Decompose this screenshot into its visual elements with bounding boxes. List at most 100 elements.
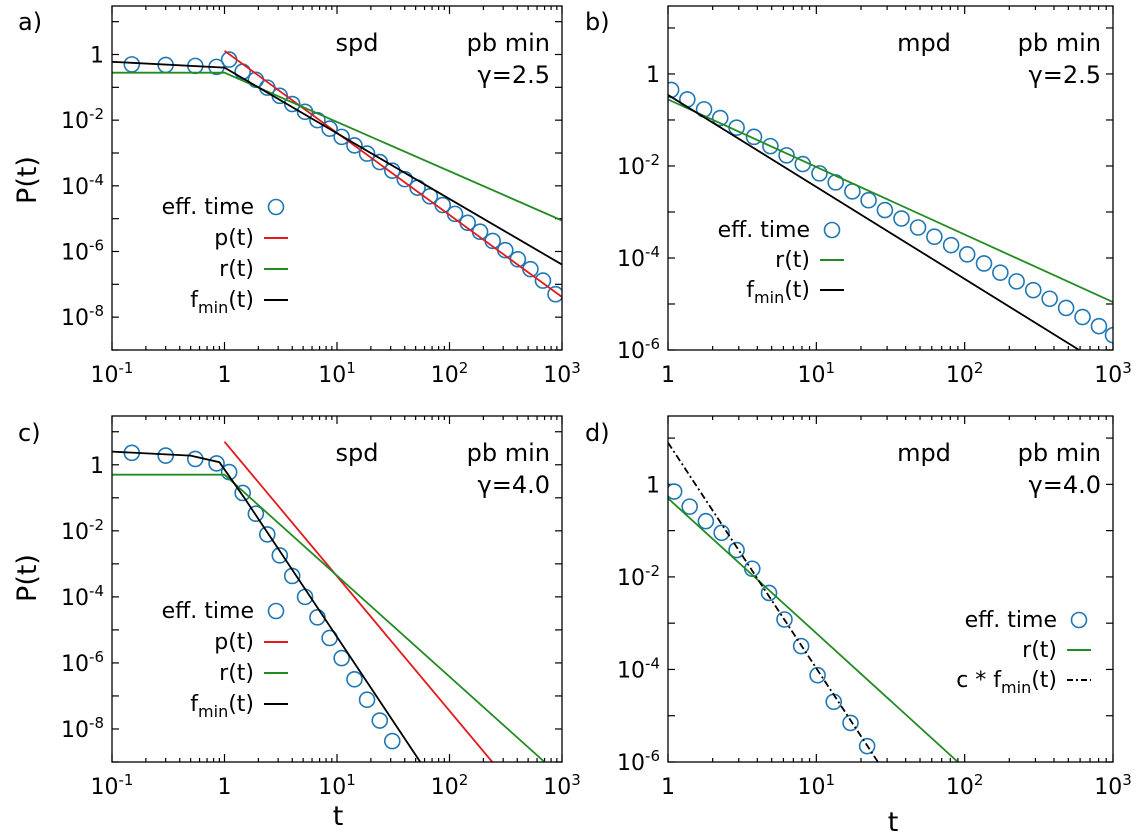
y-tick-label: 10-6 <box>61 648 104 677</box>
data-point <box>809 666 826 684</box>
data-point <box>247 505 265 523</box>
data-point <box>909 219 927 236</box>
data-point <box>271 547 289 564</box>
x-tick-label: 1 <box>661 775 675 800</box>
series-line <box>223 50 562 298</box>
x-axis-label-right: t <box>888 807 899 835</box>
data-point <box>371 712 389 729</box>
data-point <box>681 498 698 515</box>
x-tick-label: 102 <box>431 359 469 388</box>
chart-panel-4: d) 1 101 102 103 1 10-2 10-4 10-6 mpd pb min γ=4.0 e… <box>585 415 1132 800</box>
data-point <box>186 450 204 468</box>
y-tick-label: 10-4 <box>617 654 660 683</box>
x-tick-label: 101 <box>318 771 356 800</box>
data-point <box>778 147 795 164</box>
plot-area <box>112 441 546 762</box>
series-line <box>112 450 422 762</box>
plot-area <box>668 81 1113 350</box>
annotation-pb-min: pb min <box>467 439 550 467</box>
data-point <box>1041 290 1058 308</box>
legend-label: eff. time <box>965 608 1057 633</box>
series-line <box>668 98 1113 303</box>
legend-label: r(t) <box>219 661 254 686</box>
data-point <box>992 264 1009 281</box>
y-tick-label: 1 <box>646 63 660 88</box>
data-point <box>1057 299 1075 317</box>
data-point <box>811 165 828 182</box>
x-axis-label-left: t <box>333 801 344 832</box>
data-point <box>234 63 251 80</box>
y-tick-label: 10-2 <box>617 151 660 180</box>
x-tick-label: 1 <box>218 363 232 388</box>
data-point <box>333 649 350 667</box>
annotation-pb-min: pb min <box>467 29 550 57</box>
data-point <box>860 191 877 209</box>
series-line <box>668 442 880 762</box>
data-point <box>942 236 960 254</box>
data-point <box>842 714 859 732</box>
data-point <box>713 524 730 542</box>
legend: eff. time p(t) r(t) fmin(t) <box>162 599 288 721</box>
y-tick-label: 10-8 <box>61 714 104 743</box>
legend-label: fmin(t) <box>746 278 810 307</box>
x-tick-label: 103 <box>1094 771 1132 800</box>
data-point <box>1008 273 1025 290</box>
legend: eff. time p(t) r(t) fmin(t) <box>162 195 288 317</box>
series-line <box>223 441 493 762</box>
data-point <box>792 637 810 655</box>
x-tick-label: 10-1 <box>91 359 134 388</box>
x-tick-label: 101 <box>798 771 836 800</box>
plot-frame <box>667 415 1114 763</box>
data-point <box>958 246 976 263</box>
legend-label: p(t) <box>214 226 254 251</box>
y-axis-label-bottom: P(t) <box>12 554 43 602</box>
data-point <box>697 512 715 530</box>
legend-label: r(t) <box>1022 638 1057 663</box>
x-tick-label: 103 <box>1094 359 1132 388</box>
y-tick-label: 10-6 <box>617 335 660 364</box>
x-tick-label: 101 <box>318 359 356 388</box>
chart-panel-1: a) 10-1 1 101 102 103 1 10-2 10-4 10-6 10-8 spd pb m… <box>18 5 581 388</box>
data-point <box>358 691 376 708</box>
legend-label: eff. time <box>162 195 254 220</box>
annotation-type: mpd <box>897 439 951 467</box>
legend-label: fmin(t) <box>190 692 254 721</box>
y-tick-label: 1 <box>646 473 660 498</box>
y-tick-label: 1 <box>90 43 104 68</box>
data-point <box>1074 308 1091 326</box>
data-point <box>711 109 729 127</box>
legend-label: r(t) <box>219 257 254 282</box>
data-point <box>321 120 338 137</box>
y-tick-label: 1 <box>90 454 104 479</box>
ticks <box>111 6 563 351</box>
data-point <box>1104 326 1113 344</box>
annotation-type: spd <box>336 439 379 467</box>
x-tick-label: 10-1 <box>91 771 134 800</box>
data-point <box>776 611 793 628</box>
y-tick-label: 10-4 <box>61 582 104 611</box>
x-tick-label: 102 <box>431 771 469 800</box>
data-point <box>728 541 745 559</box>
x-tick-label: 1 <box>218 775 232 800</box>
series-line <box>112 60 562 266</box>
data-point <box>358 145 376 162</box>
panel-label: b) <box>585 8 610 36</box>
y-tick-label: 10-4 <box>61 171 104 200</box>
data-point <box>745 128 763 146</box>
chart-panel-2: b) 1 101 102 103 1 10-2 10-4 10-6 mpd pb min γ=2.5 e… <box>585 5 1132 388</box>
data-point <box>123 56 141 73</box>
legend-marker <box>267 602 285 620</box>
legend-marker <box>823 221 841 239</box>
plot-frame <box>111 5 563 351</box>
data-point <box>893 210 910 227</box>
annotation-gamma: γ=2.5 <box>1029 61 1101 89</box>
legend-label: p(t) <box>214 630 254 655</box>
y-tick-label: 10-2 <box>617 562 660 591</box>
plot-area <box>668 442 959 762</box>
chart-panel-3: c) 10-1 1 101 102 103 1 10-2 10-4 10-6 10-8 spd pb m… <box>18 415 581 800</box>
x-tick-label: 102 <box>946 771 984 800</box>
panel-label: d) <box>585 419 610 447</box>
legend-label: c * fmin(t) <box>956 668 1057 697</box>
legend-label: fmin(t) <box>190 288 254 317</box>
